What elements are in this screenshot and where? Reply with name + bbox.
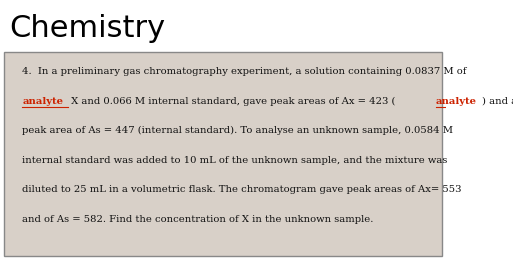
Text: diluted to 25 mL in a volumetric flask. The chromatogram gave peak areas of Ax= : diluted to 25 mL in a volumetric flask. … — [22, 185, 462, 194]
Text: analyte: analyte — [436, 97, 477, 106]
Text: peak area of As = 447 (internal standard). To analyse an unknown sample, 0.0584 : peak area of As = 447 (internal standard… — [22, 126, 453, 135]
Text: 4.  In a preliminary gas chromatography experiment, a solution containing 0.0837: 4. In a preliminary gas chromatography e… — [22, 67, 467, 76]
FancyBboxPatch shape — [5, 52, 442, 256]
Text: and of As = 582. Find the concentration of X in the unknown sample.: and of As = 582. Find the concentration … — [22, 214, 373, 224]
Text: X and 0.066 M internal standard, gave peak areas of Ax = 423 (: X and 0.066 M internal standard, gave pe… — [68, 97, 396, 106]
Text: analyte: analyte — [22, 97, 63, 106]
Text: internal standard was added to 10 mL of the unknown sample, and the mixture was: internal standard was added to 10 mL of … — [22, 156, 448, 165]
Text: Chemistry: Chemistry — [9, 14, 165, 43]
Text: ) and a: ) and a — [482, 97, 513, 106]
